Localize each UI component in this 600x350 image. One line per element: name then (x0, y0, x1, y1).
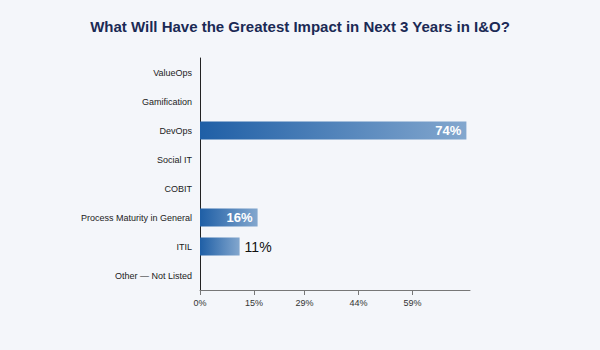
svg-text:74%: 74% (435, 123, 461, 138)
svg-text:ValueOps: ValueOps (153, 68, 192, 78)
svg-text:COBIT: COBIT (164, 184, 192, 194)
svg-text:DevOps: DevOps (159, 126, 192, 136)
svg-text:15%: 15% (245, 298, 263, 308)
svg-text:29%: 29% (295, 298, 313, 308)
svg-text:Process Maturity in General: Process Maturity in General (81, 213, 192, 223)
svg-text:Other — Not Listed: Other — Not Listed (115, 271, 192, 281)
svg-text:11%: 11% (245, 239, 272, 255)
svg-text:Social IT: Social IT (157, 155, 193, 165)
svg-text:59%: 59% (403, 298, 421, 308)
svg-text:ITIL: ITIL (176, 242, 192, 252)
svg-text:16%: 16% (227, 210, 253, 225)
svg-text:Gamification: Gamification (142, 97, 192, 107)
svg-text:What Will Have the Greatest Im: What Will Have the Greatest Impact in Ne… (90, 18, 510, 35)
svg-text:44%: 44% (349, 298, 367, 308)
svg-text:0%: 0% (193, 298, 206, 308)
